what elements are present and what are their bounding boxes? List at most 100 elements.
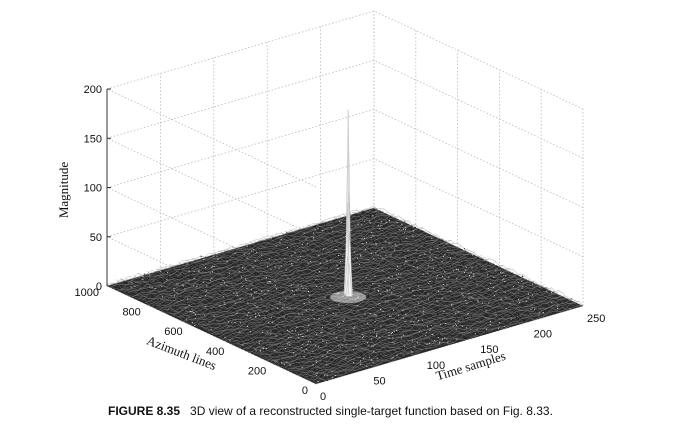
surface-speckle	[483, 307, 484, 309]
surface-speckle	[221, 289, 223, 291]
x-tick-label: 0	[320, 391, 326, 400]
surface-speckle	[372, 285, 374, 287]
surface-speckle	[369, 225, 371, 226]
surface-speckle	[371, 331, 372, 333]
surface-speckle	[248, 253, 250, 255]
surface-speckle	[316, 373, 318, 374]
surface-speckle	[346, 305, 348, 307]
surface-speckle	[183, 310, 185, 312]
surface-speckle	[332, 230, 334, 232]
surface-speckle	[287, 327, 289, 329]
surface-speckle	[458, 288, 460, 290]
surface-speckle	[233, 291, 235, 293]
surface-speckle	[448, 276, 450, 278]
surface-speckle	[269, 310, 271, 312]
surface-speckle	[310, 341, 312, 343]
surface-speckle	[342, 342, 343, 343]
surface-speckle	[382, 269, 384, 271]
surface-speckle	[356, 214, 358, 216]
surface-speckle	[236, 292, 238, 294]
surface-speckle	[378, 336, 380, 338]
surface-speckle	[291, 255, 293, 257]
surface-speckle	[415, 257, 417, 259]
surface-speckle	[274, 350, 276, 351]
surface-speckle	[398, 273, 400, 275]
surface-speckle	[321, 331, 323, 333]
surface-speckle	[303, 303, 305, 304]
surface-speckle	[425, 328, 427, 330]
surface-speckle	[426, 258, 428, 260]
surface-speckle	[298, 312, 300, 314]
surface-speckle	[360, 254, 362, 256]
surface-speckle	[415, 290, 417, 292]
surface-speckle	[247, 317, 249, 319]
surface-speckle	[173, 276, 175, 278]
surface-speckle	[240, 267, 242, 268]
surface-speckle	[465, 300, 467, 302]
surface-speckle	[379, 359, 381, 361]
surface-speckle	[374, 253, 375, 255]
surface-speckle	[493, 295, 495, 297]
surface-speckle	[398, 229, 400, 231]
surface-speckle	[492, 278, 494, 280]
surface-speckle	[485, 294, 487, 296]
surface-speckle	[308, 291, 309, 292]
surface-speckle	[295, 289, 297, 291]
surface-speckle	[303, 308, 305, 310]
surface-speckle	[511, 319, 513, 321]
surface-speckle	[415, 274, 417, 276]
surface-speckle	[233, 267, 235, 269]
surface-speckle	[441, 318, 443, 320]
surface-speckle	[463, 318, 465, 320]
surface-speckle	[387, 321, 389, 323]
surface-speckle	[434, 340, 436, 341]
surface-speckle	[460, 266, 462, 268]
surface-speckle	[396, 354, 398, 356]
surface-speckle	[364, 249, 366, 251]
surface-speckle	[338, 345, 340, 347]
surface-speckle	[439, 324, 441, 325]
surface-speckle	[453, 270, 455, 272]
surface-speckle	[322, 229, 324, 231]
surface-speckle	[475, 303, 477, 305]
surface-speckle	[437, 337, 439, 339]
surface-speckle	[532, 282, 534, 284]
surface-speckle	[284, 257, 286, 259]
surface-speckle	[402, 264, 404, 266]
surface-speckle	[215, 320, 217, 322]
surface-speckle	[436, 312, 438, 314]
surface-speckle	[222, 296, 224, 298]
surface-speckle	[405, 313, 407, 315]
surface-speckle	[133, 297, 135, 299]
surface-speckle	[423, 349, 425, 351]
surface-speckle	[196, 285, 198, 287]
surface-speckle	[130, 286, 132, 288]
surface-speckle	[290, 285, 292, 287]
surface-speckle	[133, 282, 135, 284]
surface-speckle	[223, 305, 225, 307]
surface-speckle	[357, 238, 359, 240]
surface-speckle	[487, 274, 488, 276]
surface-speckle	[522, 286, 524, 288]
surface-speckle	[213, 315, 215, 317]
surface-speckle	[238, 274, 240, 276]
surface-speckle	[375, 242, 377, 244]
surface-speckle	[447, 267, 449, 268]
surface-speckle	[357, 257, 358, 259]
surface-speckle	[385, 327, 387, 329]
surface-speckle	[308, 236, 310, 238]
surface-speckle	[376, 248, 378, 250]
surface-speckle	[307, 318, 309, 320]
surface-speckle	[271, 258, 273, 260]
surface-speckle	[443, 324, 445, 326]
surface-speckle	[320, 290, 322, 292]
surface-speckle	[185, 307, 187, 309]
surface-speckle	[279, 288, 280, 290]
surface-speckle	[381, 294, 383, 296]
surface-speckle	[269, 281, 271, 282]
surface-speckle	[370, 245, 372, 247]
surface-speckle	[405, 347, 407, 349]
surface-speckle	[291, 290, 293, 291]
surface-speckle	[435, 256, 437, 258]
surface-speckle	[397, 278, 399, 280]
